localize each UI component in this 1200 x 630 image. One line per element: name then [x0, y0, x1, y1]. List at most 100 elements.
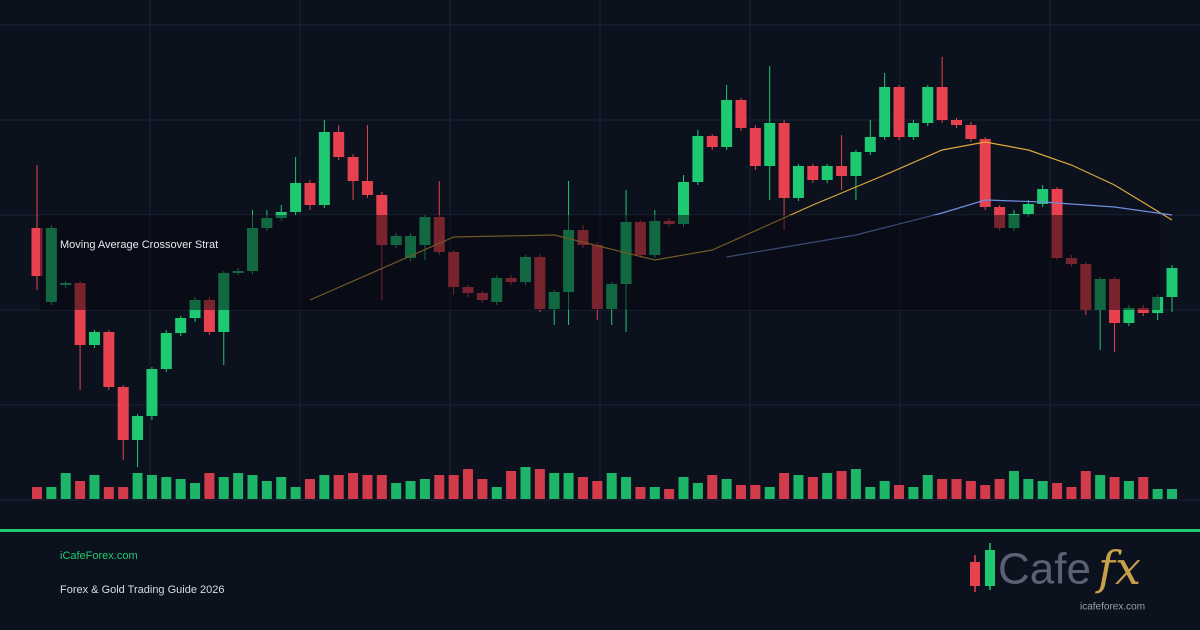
volume-bar — [908, 487, 919, 499]
candle-body — [103, 332, 115, 387]
volume-bar — [362, 475, 373, 499]
volume-bar — [1109, 477, 1120, 499]
volume-bar — [46, 487, 57, 499]
candle-body — [936, 87, 948, 120]
volume-bar — [922, 475, 933, 499]
subtitle: Forex & Gold Trading Guide 2026 — [60, 584, 224, 596]
volume-bar — [1008, 471, 1019, 499]
candle-body — [132, 416, 144, 440]
volume-bar — [118, 487, 129, 499]
volume-bar — [678, 477, 689, 499]
candle-body — [879, 87, 891, 137]
volume-bar — [319, 475, 330, 499]
volume-bar — [434, 475, 445, 499]
candle-body — [1037, 189, 1049, 204]
volume-bar — [175, 479, 186, 499]
volume-bar — [1095, 475, 1106, 499]
volume-bar — [491, 487, 502, 499]
volume-bar — [865, 487, 876, 499]
volume-bar — [621, 477, 632, 499]
candle-body — [175, 318, 187, 333]
candle-body — [764, 123, 776, 166]
volume-bar — [606, 473, 617, 499]
candle-body — [721, 100, 733, 147]
volume-bar — [822, 473, 833, 499]
volume-bar — [707, 475, 718, 499]
volume-bar — [951, 479, 962, 499]
volume-bar — [879, 481, 890, 499]
candle-body — [979, 139, 991, 207]
candle-body — [893, 87, 905, 137]
volume-bar — [850, 469, 861, 499]
logo: Cafe fx icafeforex.com — [970, 541, 1145, 613]
volume-bar — [376, 475, 387, 499]
volume-bar — [549, 473, 560, 499]
candle-body — [778, 123, 790, 198]
candle-body — [692, 136, 704, 182]
candle-body — [965, 125, 977, 139]
candle-body — [203, 300, 215, 332]
volume-bar — [520, 467, 531, 499]
candle-body — [706, 136, 718, 147]
candle-body — [735, 100, 747, 128]
volume-bar — [1167, 489, 1177, 499]
logo-fx: fx — [1095, 541, 1141, 595]
volume-bar — [405, 481, 416, 499]
volume-bar — [793, 475, 804, 499]
volume-bar — [721, 479, 732, 499]
candle-body — [31, 228, 43, 276]
volume-bar — [836, 471, 847, 499]
candle-body — [1137, 308, 1149, 313]
volume-bar — [233, 473, 244, 499]
volume-bar — [534, 469, 545, 499]
candle-body — [922, 87, 934, 123]
volume-bar — [894, 485, 905, 499]
candle-body — [88, 332, 100, 345]
candle-body — [1123, 308, 1135, 323]
volume-bar — [103, 487, 114, 499]
annotation-box — [40, 215, 1160, 310]
candle-body — [749, 128, 761, 166]
volume-bar — [1138, 477, 1149, 499]
volume-bar — [764, 487, 775, 499]
volume-bar — [60, 473, 71, 499]
volume-bar — [779, 473, 790, 499]
volume-bar — [89, 475, 100, 499]
volume-bar — [750, 485, 761, 499]
candle-body — [146, 369, 158, 416]
divider — [0, 529, 1200, 532]
candle-body — [361, 181, 373, 195]
volume-bar — [664, 489, 675, 499]
site: iCafeForex.com — [60, 550, 138, 562]
volume-bar — [419, 479, 430, 499]
volume-bar — [190, 483, 201, 499]
volume-bar — [649, 487, 660, 499]
candle-body — [950, 120, 962, 125]
volume-bar — [290, 487, 301, 499]
volume-bar — [218, 477, 229, 499]
volume-bar — [75, 481, 86, 499]
volume-bar — [276, 477, 287, 499]
annotation: Moving Average Crossover Strat — [60, 239, 218, 251]
volume-bar — [304, 479, 315, 499]
volume-bar — [592, 481, 603, 499]
candle-body — [1022, 204, 1034, 214]
volume-bar — [261, 481, 272, 499]
volume-bar — [1023, 479, 1034, 499]
logo-candle — [970, 562, 980, 586]
candle-body — [1166, 268, 1178, 297]
volume-bar — [132, 473, 143, 499]
volume-bar — [563, 473, 574, 499]
volume-bar — [1037, 481, 1048, 499]
candle-body — [160, 333, 172, 369]
logo-url: icafeforex.com — [1080, 602, 1145, 613]
volume-bar — [1123, 481, 1134, 499]
volume-bar — [692, 483, 703, 499]
volume-bar — [32, 487, 42, 499]
volume-bar — [965, 481, 976, 499]
candle-body — [821, 166, 833, 180]
volume-bar — [735, 485, 746, 499]
candle-body — [864, 137, 876, 152]
volume-bar — [247, 475, 258, 499]
volume-bar — [937, 479, 948, 499]
